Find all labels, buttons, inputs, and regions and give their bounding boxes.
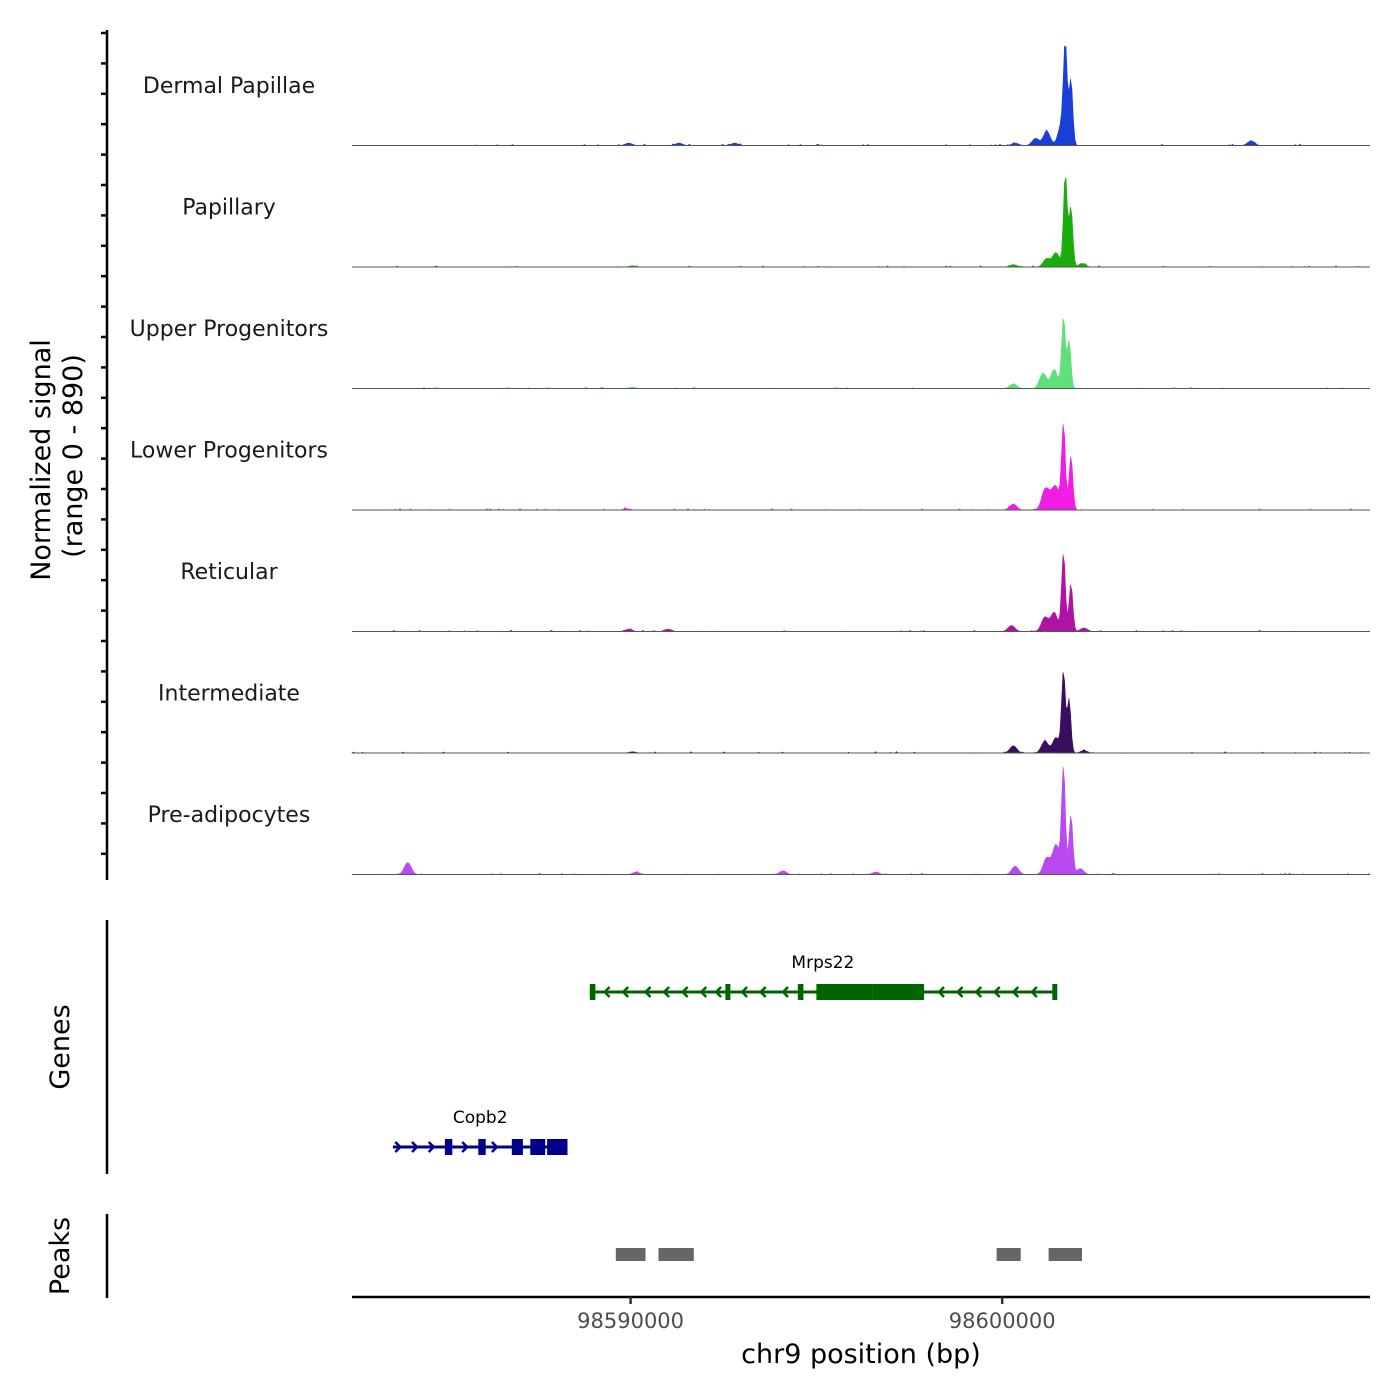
strand-arrow — [1030, 986, 1038, 998]
x-axis-ticks: 98590000 98600000 — [577, 1297, 1056, 1333]
strand-arrow — [937, 986, 945, 998]
gene-exon — [816, 984, 873, 1000]
y-axis-title-line2: (range 0 - 890) — [58, 354, 89, 558]
strand-arrow — [955, 986, 964, 998]
strand-arrow — [1011, 986, 1020, 998]
genes-track: Mrps22 Copb2 — [392, 953, 1058, 1155]
genes-track-title: Genes — [45, 1004, 76, 1089]
track-papillary: Papillary — [182, 177, 1370, 268]
gene-exon — [872, 984, 925, 1000]
y-axis-title-line1: Normalized signal — [26, 339, 57, 581]
strand-arrow — [714, 986, 722, 998]
track-label: Intermediate — [158, 681, 300, 706]
x-tick-label: 98590000 — [577, 1309, 684, 1333]
peaks-track-title: Peaks — [45, 1217, 76, 1295]
strand-arrow — [740, 986, 748, 998]
signal-area — [352, 318, 1370, 389]
strand-arrow — [643, 986, 652, 998]
strand-arrow — [491, 1141, 499, 1153]
peaks-track — [615, 1248, 1082, 1261]
peak-region — [658, 1248, 694, 1261]
gene-exon — [1052, 984, 1058, 1000]
track-lower-progenitors: Lower Progenitors — [130, 424, 1370, 511]
gene-exon — [444, 1139, 453, 1155]
gene-exon — [511, 1139, 523, 1155]
gene-exon — [797, 984, 804, 1000]
signal-area — [351, 672, 1370, 754]
signal-area — [352, 45, 1371, 146]
strand-arrow — [699, 986, 708, 998]
strand-arrow — [621, 986, 630, 998]
strand-arrow — [758, 986, 767, 998]
track-label: Papillary — [182, 195, 276, 220]
peak-region — [1048, 1248, 1082, 1261]
gene-exon — [589, 984, 596, 1000]
x-tick-label: 98600000 — [949, 1309, 1056, 1333]
signal-area — [351, 766, 1371, 875]
peak-region — [996, 1248, 1021, 1261]
signal-area — [352, 424, 1370, 511]
track-upper-progenitors: Upper Progenitors — [130, 317, 1370, 389]
track-label: Dermal Papillae — [143, 74, 315, 99]
gene-exon — [725, 984, 731, 1000]
gene-copb2: Copb2 — [392, 1108, 568, 1155]
track-label: Reticular — [180, 560, 278, 585]
gene-exon — [547, 1139, 568, 1155]
signal-area — [352, 177, 1370, 268]
track-intermediate: Intermediate — [158, 672, 1370, 754]
gene-exon — [478, 1139, 486, 1155]
strand-arrow — [662, 986, 670, 998]
strand-arrow — [461, 1141, 469, 1153]
strand-arrow — [992, 986, 1001, 998]
gene-mrps22: Mrps22 — [589, 953, 1058, 1000]
gene-label: Copb2 — [453, 1108, 508, 1128]
strand-arrow — [974, 986, 983, 998]
track-dermal-papillae: Dermal Papillae — [143, 45, 1371, 146]
signal-area — [352, 554, 1370, 632]
strand-arrow — [680, 986, 689, 998]
track-label: Lower Progenitors — [130, 438, 328, 463]
track-label: Pre-adipocytes — [148, 803, 311, 828]
strand-arrow — [394, 1141, 403, 1153]
track-pre-adipocytes: Pre-adipocytes — [148, 766, 1371, 875]
track-reticular: Reticular — [180, 554, 1370, 632]
signal-y-axis — [101, 30, 109, 880]
gene-label: Mrps22 — [791, 953, 854, 973]
strand-arrow — [602, 986, 611, 998]
strand-arrow — [427, 1141, 436, 1153]
signal-tracks: Dermal Papillae Papillary Upper Progenitor… — [130, 45, 1371, 875]
strand-arrow — [781, 986, 789, 998]
peak-region — [615, 1248, 646, 1261]
strand-arrow — [411, 1141, 419, 1153]
x-axis-title: chr9 position (bp) — [741, 1339, 981, 1370]
gene-exon — [530, 1139, 546, 1155]
track-label: Upper Progenitors — [130, 317, 329, 342]
